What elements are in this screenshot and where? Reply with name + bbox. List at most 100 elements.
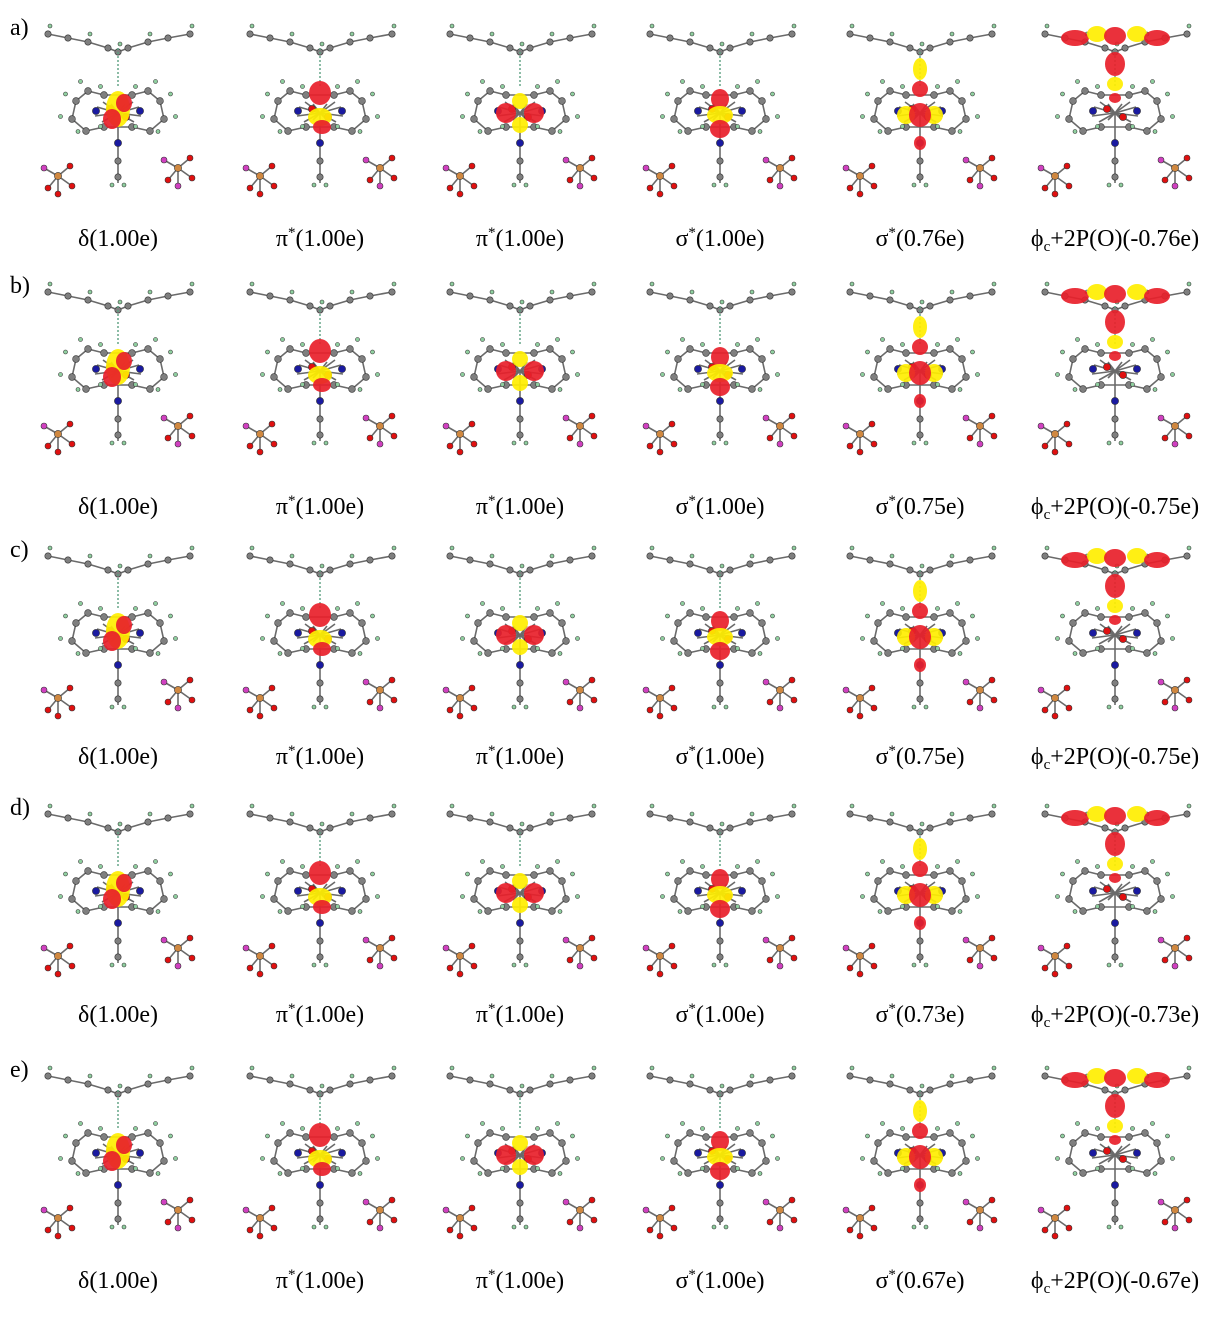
carbon-atom [44,288,52,296]
hydrogen-atom [280,337,285,342]
fluorine-atom [976,1224,984,1232]
orbital-lobe [913,1100,927,1122]
counter-anion [242,1204,278,1240]
fluorine-atom [160,414,168,422]
carbon-atom [124,566,132,574]
carbon-atom [1097,91,1105,99]
hydrogen-atom [849,1065,855,1071]
hydrogen-atom [877,387,883,392]
carbon-atom [246,552,254,560]
hydrogen-atom [949,553,955,559]
carbon-atom [388,1072,396,1080]
carbon-atom [748,127,756,135]
counter-anion [762,676,798,712]
carbon-atom [160,895,168,903]
hydrogen-atom [260,636,265,641]
orbital-lobe [1127,806,1147,822]
hydrogen-atom [109,182,115,188]
counter-anion [1037,162,1073,198]
oxygen-atom [1051,1232,1059,1240]
carbon-atom [726,566,734,574]
hydrogen-atom [880,79,885,84]
carbon-atom [346,1080,354,1088]
carbon-atom [588,1072,596,1080]
carbon-atom [1069,619,1077,627]
oxygen-atom [256,970,264,978]
orbital-panel: σ*(0.75e) [820,266,1020,528]
carbon-atom [284,1169,292,1177]
carbon-atom [1143,1169,1151,1177]
carbon-atom [274,1139,282,1147]
counter-anion [362,1196,398,1232]
carbon-atom [716,937,724,945]
oxygen-atom [766,1218,774,1226]
hydrogen-atom [133,124,138,129]
carbon-atom [666,1076,674,1084]
carbon-atom [84,345,92,353]
oxygen-atom [870,1224,878,1232]
nitrogen-atom [338,365,346,373]
hydrogen-atom [460,894,465,899]
hydrogen-atom [535,1166,540,1171]
hydrogen-atom [919,299,925,305]
orbital-suffix: +2P(O) [1050,226,1123,252]
fluorine-atom [642,944,650,952]
oxygen-atom [390,696,398,704]
carbon-atom [1111,1215,1119,1223]
carbon-atom [870,1157,878,1165]
oxygen-atom [670,1224,678,1232]
counter-anion [442,420,478,456]
orbital-superscript: * [287,1267,296,1283]
hydrogen-atom [665,91,670,97]
orbital-lobe [309,339,331,363]
phosphorus-atom [376,422,384,430]
hydrogen-atom [391,281,397,287]
nitrogen-atom [114,139,122,147]
hydrogen-atom [719,563,725,569]
hydrogen-atom [665,349,670,355]
hydrogen-atom [935,646,940,651]
orbital-caption: σ*(1.00e) [620,226,820,253]
orbital-superscript: * [888,1001,896,1017]
carbon-atom [902,613,910,621]
hydrogen-atom [375,636,380,641]
orbital-panel: σ*(0.75e) [820,530,1020,792]
oxygen-atom [366,698,374,706]
oxygen-atom [1119,893,1127,901]
hydrogen-atom [749,31,755,37]
orbital-lobe [1109,615,1121,625]
orbital-symbol: π [275,1002,288,1028]
hydrogen-atom [173,1156,178,1161]
counter-anion [242,420,278,456]
hydrogen-atom [865,1133,870,1139]
carbon-atom [516,173,524,181]
hydrogen-atom [591,545,597,551]
carbon-atom [716,1199,724,1207]
oxygen-atom [1103,627,1111,635]
carbon-atom [988,552,996,560]
counter-anion [842,420,878,456]
carbon-atom [156,877,164,885]
oxygen-atom [566,956,574,964]
hydrogen-atom [289,811,295,817]
carbon-atom [916,1215,924,1223]
hydrogen-atom [519,821,525,827]
hydrogen-atom [1072,387,1078,392]
orbital-lobe [309,1123,331,1147]
hydrogen-atom [335,864,340,869]
phosphorus-atom [1051,694,1059,702]
hydrogen-atom [1186,23,1192,29]
oxygen-atom [846,442,854,450]
carbon-atom [274,355,282,363]
oxygen-atom [646,442,654,450]
hydrogen-atom [335,606,340,611]
carbon-atom [1097,349,1105,357]
hydrogen-atom [700,382,705,387]
carbon-atom [156,1139,164,1147]
carbon-atom [506,302,514,310]
hydrogen-atom [860,636,865,641]
orbital-superscript: * [287,225,296,241]
hydrogen-atom [719,821,725,827]
fluorine-atom [776,1224,784,1232]
phosphorus-atom [54,172,62,180]
